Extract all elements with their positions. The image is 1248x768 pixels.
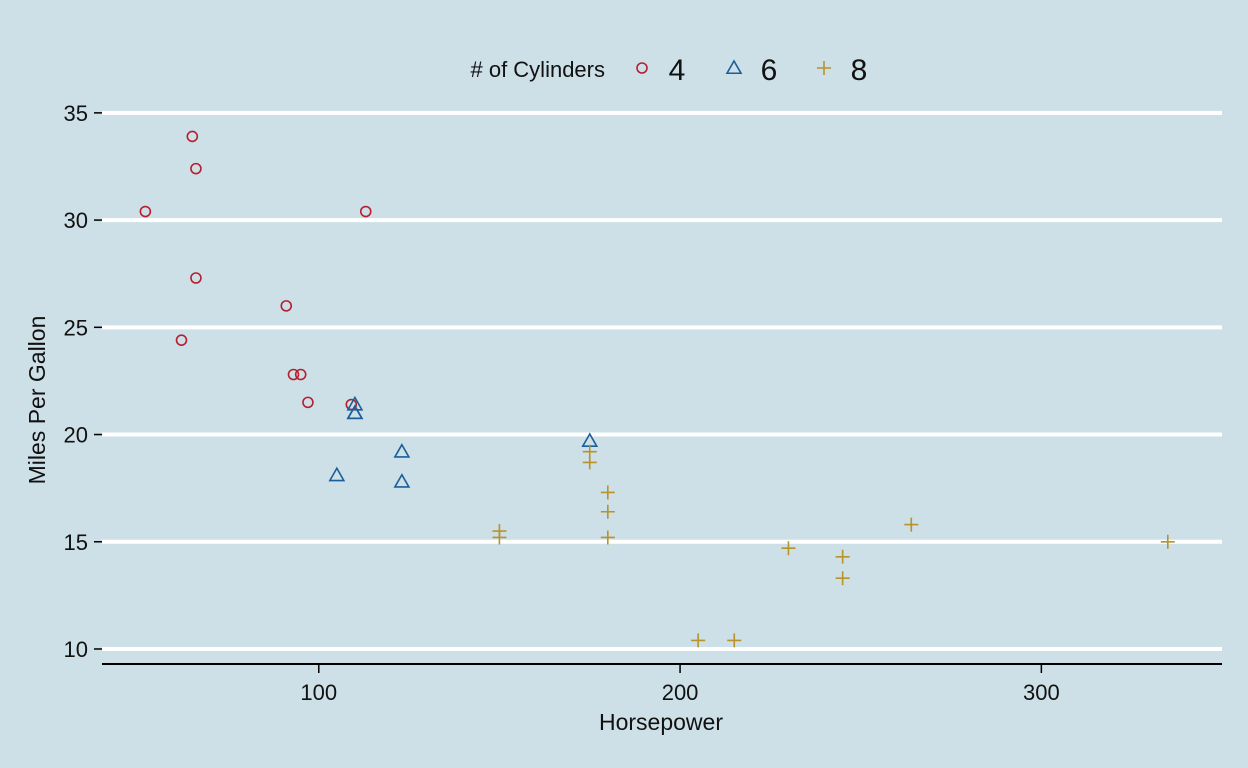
- point-cyl6-4: [393, 443, 411, 458]
- point-cyl8-3: [582, 455, 597, 470]
- point-cyl8-5: [600, 504, 615, 519]
- point-cyl8-12: [904, 517, 919, 532]
- y-tick-label-30: 30: [64, 208, 88, 233]
- x-axis: 100 200 300: [102, 663, 1222, 705]
- y-tick-label-20: 20: [64, 423, 88, 448]
- point-cyl8-7: [691, 633, 706, 648]
- point-cyl4-6: [287, 368, 300, 381]
- point-cyl4-7: [294, 368, 307, 381]
- point-cyl4-10: [359, 205, 372, 218]
- data-points: [139, 130, 1175, 648]
- grid-lines: [102, 110, 1222, 651]
- point-cyl8-9: [781, 541, 796, 556]
- point-cyl6-3: [346, 395, 364, 411]
- x-tick-label-200: 200: [662, 680, 699, 705]
- y-axis-ticks: 10 15 20 25 30 35: [64, 101, 102, 662]
- point-cyl4-3: [190, 162, 202, 175]
- point-cyl4-8: [302, 396, 314, 409]
- x-tick-label-300: 300: [1023, 680, 1060, 705]
- point-cyl4-5: [280, 300, 293, 312]
- legend: # of Cylinders 4 6 8: [470, 54, 867, 87]
- point-cyl8-6: [600, 530, 615, 545]
- y-axis-title: Miles Per Gallon: [24, 316, 50, 485]
- point-cyl8-8: [727, 633, 742, 648]
- point-cyl6-5: [393, 473, 411, 488]
- legend-marker-6: [725, 59, 743, 75]
- point-cyl4-4: [190, 272, 202, 284]
- point-cyl6-2: [346, 404, 364, 420]
- point-cyl4-2: [186, 130, 199, 143]
- point-cyl8-11: [835, 571, 850, 586]
- point-cyl8-1: [492, 530, 507, 545]
- x-tick-label-100: 100: [300, 680, 337, 705]
- point-cyl4-1: [175, 334, 188, 346]
- legend-label-8: 8: [851, 54, 868, 87]
- point-cyl8-4: [600, 485, 615, 500]
- y-tick-label-15: 15: [64, 530, 88, 555]
- y-tick-label-10: 10: [64, 637, 88, 662]
- x-axis-title: Horsepower: [599, 709, 723, 735]
- point-cyl4-0: [139, 205, 152, 218]
- point-cyl8-10: [835, 549, 850, 564]
- legend-marker-4: [636, 62, 648, 74]
- point-cyl6-0: [328, 466, 346, 482]
- legend-marker-8: [817, 61, 831, 75]
- y-tick-label-35: 35: [64, 101, 88, 126]
- legend-label-4: 4: [669, 54, 686, 87]
- point-cyl8-13: [1160, 534, 1175, 549]
- legend-title: # of Cylinders: [470, 57, 605, 82]
- y-tick-label-25: 25: [64, 315, 88, 340]
- legend-label-6: 6: [761, 54, 778, 87]
